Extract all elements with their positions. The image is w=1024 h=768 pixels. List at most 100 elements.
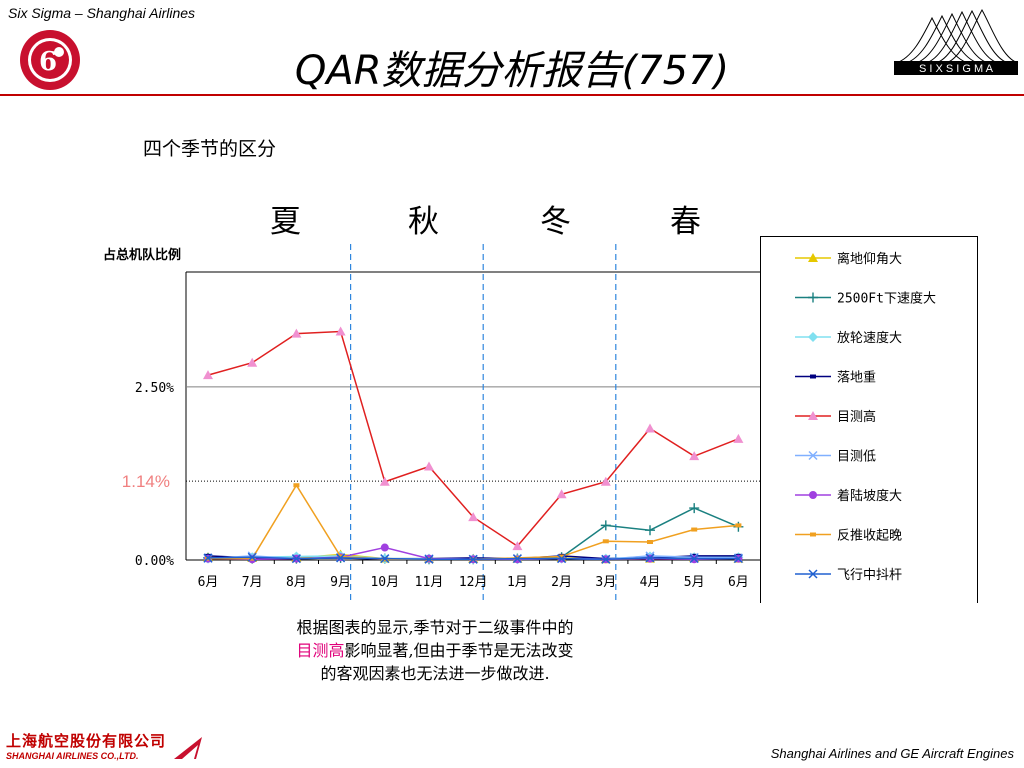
data-point [247,552,257,562]
x-tick-label: 10月 [370,575,399,590]
data-point [291,328,302,338]
legend-item: 2500Ft下速度大 [795,291,936,307]
six-sigma-logo: S I X S I G M A [894,8,1019,75]
legend-label: 目测高 [837,409,876,425]
legend-marker [810,374,816,379]
legend-item: 放轮速度大 [795,330,902,346]
header-divider [0,94,1024,96]
x-tick-label: 5月 [684,575,705,590]
data-point [468,554,478,564]
data-point [689,503,700,514]
data-point [733,433,744,443]
data-point [558,554,565,559]
data-point [247,357,258,367]
data-point [379,476,390,486]
data-point [645,423,655,433]
x-tick-label: 2月 [551,575,572,590]
footer-credit: Shanghai Airlines and GE Aircraft Engine… [770,746,1014,761]
legend-label: 着陆坡度大 [837,488,902,504]
data-point [600,520,611,531]
data-point [689,451,700,461]
conclusion-highlight: 目测高 [296,641,345,660]
data-point [249,556,256,561]
slide-subtitle: 四个季节的区分 [143,138,277,160]
company-name-en: SHANGHAI AIRLINES CO.,LTD. [6,751,139,761]
data-point [512,554,522,564]
conclusion-text: 根据图表的显示,季节对于二级事件中的目测高影响显著,但由于季节是无法改变的客观因… [290,616,580,685]
legend-marker [808,332,818,342]
y-axis-label: 占总机队比例 [103,248,182,263]
series-7 [205,483,742,562]
x-tick-label: 4月 [640,575,661,590]
data-point [601,554,611,564]
chart-legend: 离地仰角大 2500Ft下速度大 放轮速度大落地重目测高目测低着陆坡度大反推收起晚飞… [760,236,978,603]
x-tick-label: 11月 [415,575,444,590]
x-tick-label: 6月 [198,575,219,590]
data-point [689,554,699,564]
legend-item: 离地仰角大 [795,251,902,267]
x-tick-label: 6月 [728,575,749,590]
conclusion-part2: 影响显著,但由于季节是无法改变的客观因素也无法进一步做改进. [320,641,574,683]
data-point [468,512,479,522]
season-spring: 春 [670,204,701,240]
legend-item: 反推收起晚 [795,529,902,544]
conclusion-part1: 根据图表的显示,季节对于二级事件中的 [296,618,574,637]
legend-item: 目测高 [795,409,876,425]
data-point [293,483,300,488]
company-name-cn: 上海航空股份有限公司 [6,732,167,750]
data-point [380,554,390,564]
svg-text:6: 6 [39,47,57,77]
data-point [380,543,389,552]
x-tick-label: 12月 [459,575,488,590]
header-caption: Six Sigma – Shanghai Airlines [8,5,196,21]
legend-marker [808,253,818,262]
shanghai-airlines-60-logo: 6 [20,30,80,90]
data-point [424,554,434,564]
season-autumn: 秋 [408,204,439,240]
data-point [203,553,213,563]
data-point [733,554,743,564]
page-title: QAR数据分析报告(757) [294,48,730,94]
legend-item: 着陆坡度大 [795,488,902,504]
legend-marker [808,411,818,420]
legend-label: 放轮速度大 [837,330,902,346]
data-point [556,489,567,499]
x-tick-label: 3月 [595,575,616,590]
six-sigma-logo-text: S I X S I G M A [919,63,994,75]
y-tick-label: 2.50% [135,381,174,396]
data-point [424,461,434,471]
legend-label: 目测低 [837,450,876,465]
data-point [557,554,567,564]
data-point [647,540,653,544]
legend-marker [809,491,817,499]
data-point [512,541,523,551]
legend-marker [808,292,818,303]
series-line [208,483,739,561]
legend-marker [810,532,816,537]
legend-label: 落地重 [837,370,876,386]
data-point [691,527,698,532]
x-tick-label: 9月 [330,575,351,590]
airline-tail-icon [174,737,203,759]
season-summer: 夏 [270,204,301,240]
series-4 [203,326,744,551]
season-winter: 冬 [540,204,571,240]
legend-label: 飞行中抖杆 [837,568,902,583]
x-tick-label: 7月 [242,575,263,590]
legend-label: 反推收起晚 [837,529,902,544]
data-point [645,525,655,536]
data-point [291,554,301,564]
x-tick-label: 8月 [286,575,307,590]
x-tick-label: 1月 [507,575,528,590]
data-point [203,370,213,380]
company-logo: 上海航空股份有限公司 SHANGHAI AIRLINES CO.,LTD. [6,730,206,761]
series-8 [203,552,743,564]
legend-label: 2500Ft下速度大 [837,291,936,307]
data-point [645,553,655,563]
legend-marker [808,450,818,461]
legend-item: 飞行中抖杆 [795,568,902,583]
data-point [602,539,609,544]
legend-item: 目测低 [795,450,876,465]
y-tick-label: 0.00% [135,554,174,569]
